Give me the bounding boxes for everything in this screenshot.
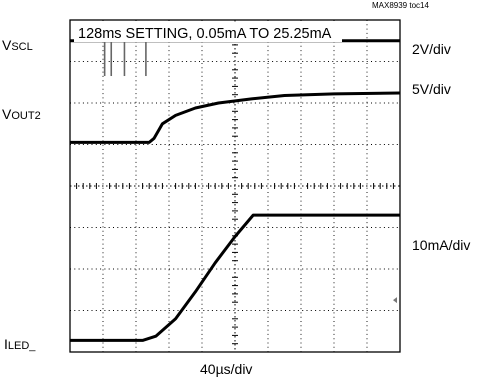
iled-sub: LED_ <box>7 340 36 352</box>
chart-frame <box>69 19 401 353</box>
chart-traces <box>70 39 401 342</box>
scale-label-vscl: 2V/div <box>412 41 451 57</box>
vout2-sub: OUT2 <box>11 110 41 122</box>
trace-iled <box>70 213 400 342</box>
vout2-main: V <box>2 106 12 122</box>
vscl-sub: SCL <box>11 41 33 53</box>
vscl-main: V <box>2 37 12 53</box>
trace-label-vscl: VSCL <box>2 38 33 54</box>
iled-main: I <box>4 336 8 352</box>
scale-label-iled: 10mA/div <box>412 237 471 253</box>
trigger-marker <box>393 297 397 304</box>
chart-title-background <box>74 22 342 42</box>
scale-label-vout2: 5V/div <box>412 81 451 97</box>
trace-label-vout2: VOUT2 <box>2 107 41 123</box>
trace-vout2 <box>70 91 401 144</box>
x-axis-label: 40µs/div <box>200 361 253 377</box>
trace-label-iled: ILED_ <box>4 337 35 353</box>
chart-title: 128ms SETTING, 0.05mA TO 25.25mA <box>78 26 332 42</box>
chart-grid <box>70 20 400 352</box>
figure-id-label: MAX8939 toc14 <box>372 1 429 10</box>
